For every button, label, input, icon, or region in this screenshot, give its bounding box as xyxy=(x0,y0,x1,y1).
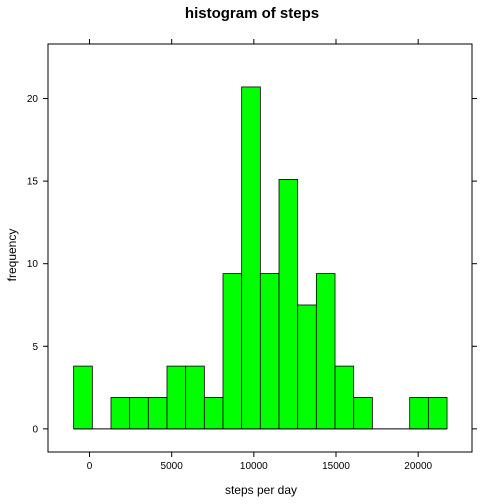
histogram-bar-4 xyxy=(129,397,149,430)
histogram-bar-1 xyxy=(73,365,93,430)
x-tick-label: 0 xyxy=(87,461,93,472)
y-tick-label: 15 xyxy=(27,177,39,188)
histogram-bar-11 xyxy=(259,273,280,430)
y-tick-label: 5 xyxy=(32,342,38,353)
histogram-bar-20 xyxy=(427,397,448,430)
histogram-bar-3 xyxy=(110,397,131,430)
y-tick-label: 0 xyxy=(32,424,38,435)
ticks-layer: 0 5000 10000 15000 20000 0 5 10 15 20 xyxy=(27,39,477,472)
plot-frame xyxy=(47,43,473,453)
x-tick-label: 15000 xyxy=(322,461,350,472)
histogram-bar-15 xyxy=(334,365,355,430)
histogram-bar-6 xyxy=(166,365,187,430)
y-tick-label: 20 xyxy=(27,94,39,105)
histogram-bar-7 xyxy=(185,365,205,430)
histogram-bar-8 xyxy=(203,397,224,430)
x-tick-label: 10000 xyxy=(240,461,268,472)
histogram-bar-13 xyxy=(297,304,317,430)
histogram-bar-16 xyxy=(353,397,373,430)
histogram-bar-14 xyxy=(315,273,336,430)
x-tick-label: 5000 xyxy=(161,461,184,472)
histogram-bar-5 xyxy=(147,397,168,430)
bars-layer xyxy=(73,86,448,430)
histogram-bar-9 xyxy=(222,273,243,430)
chart-title: histogram of steps xyxy=(185,5,319,22)
histogram-bar-19 xyxy=(409,397,429,430)
x-tick-label: 20000 xyxy=(404,461,432,472)
y-tick-label: 10 xyxy=(27,259,39,270)
x-axis-label: steps per day xyxy=(225,483,297,497)
histogram-bar-12 xyxy=(278,179,299,430)
histogram-bar-10 xyxy=(241,86,261,430)
y-axis-label: frequency xyxy=(5,229,19,282)
